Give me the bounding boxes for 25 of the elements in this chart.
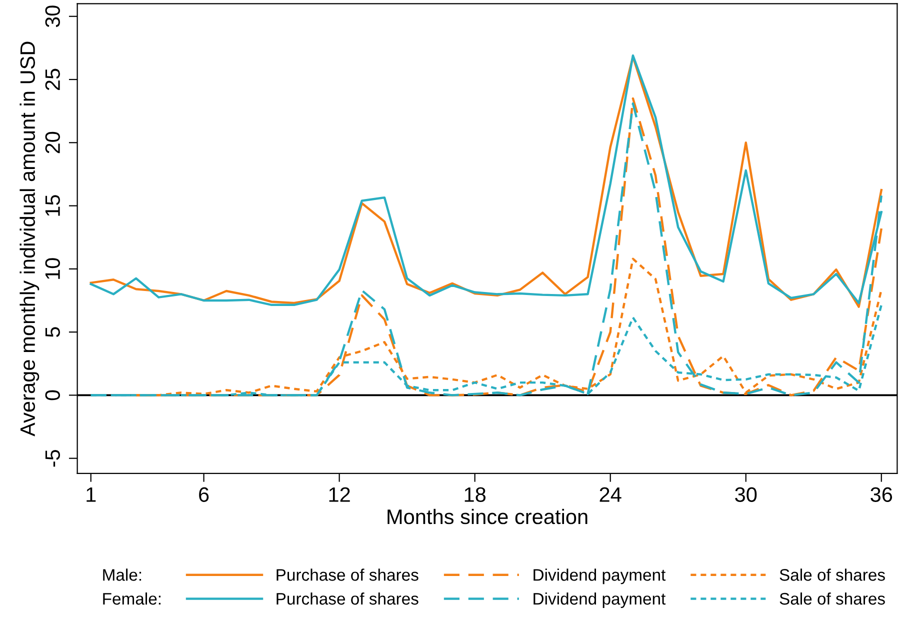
x-tick-label: 6 xyxy=(199,487,209,502)
y-tick-label: -5 xyxy=(45,450,60,467)
legend-label: Dividend payment xyxy=(534,568,666,584)
y-axis-title: Average monthly individual amount in USD xyxy=(20,42,40,436)
legend-label: Purchase of shares xyxy=(276,568,418,581)
y-tick-label: 20 xyxy=(45,132,60,154)
y-tick-label: 10 xyxy=(45,258,60,279)
y-tick-label: 0 xyxy=(45,390,60,400)
legend-label: Sale of shares xyxy=(780,568,885,581)
x-tick-label: 1 xyxy=(86,487,96,502)
x-tick-label: 18 xyxy=(464,487,486,502)
x-tick-label: 12 xyxy=(329,487,350,502)
text: Male: xyxy=(103,568,142,581)
y-tick-label: 25 xyxy=(45,68,60,90)
x-tick-label: 24 xyxy=(600,487,622,502)
x-tick-label: 30 xyxy=(735,487,757,502)
legend-label: Purchase of shares xyxy=(276,592,418,605)
x-axis-title: Months since creation xyxy=(388,508,588,524)
y-tick-label: 15 xyxy=(45,195,60,216)
x-tick-label: 36 xyxy=(870,487,892,502)
legend-label: Sale of shares xyxy=(780,592,885,605)
y-tick-label: 5 xyxy=(45,327,60,338)
y-tick-label: 30 xyxy=(45,6,60,28)
legend-label: Dividend payment xyxy=(534,592,666,608)
text: Female: xyxy=(103,592,160,605)
